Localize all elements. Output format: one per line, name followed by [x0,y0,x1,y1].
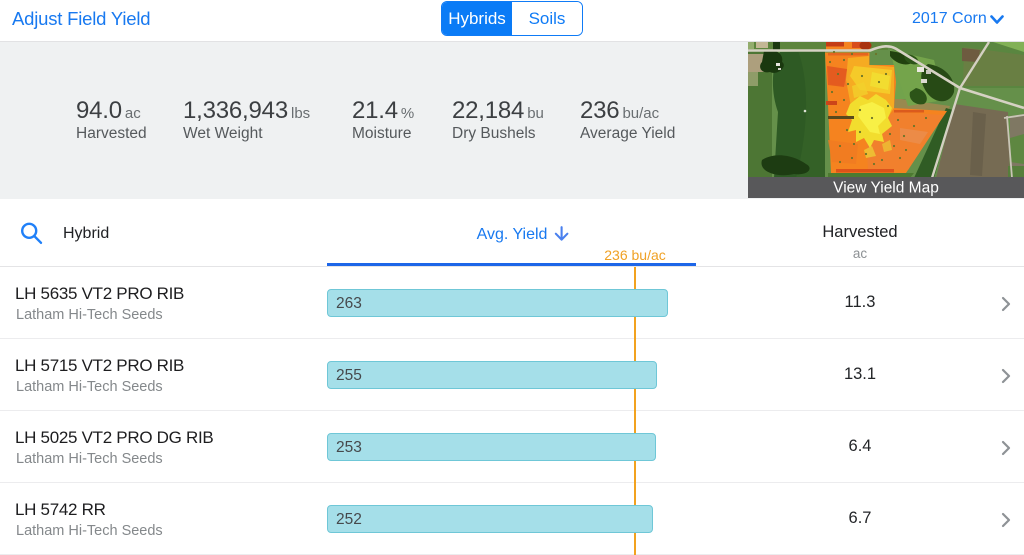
svg-text:View Yield Map: View Yield Map [833,180,939,197]
